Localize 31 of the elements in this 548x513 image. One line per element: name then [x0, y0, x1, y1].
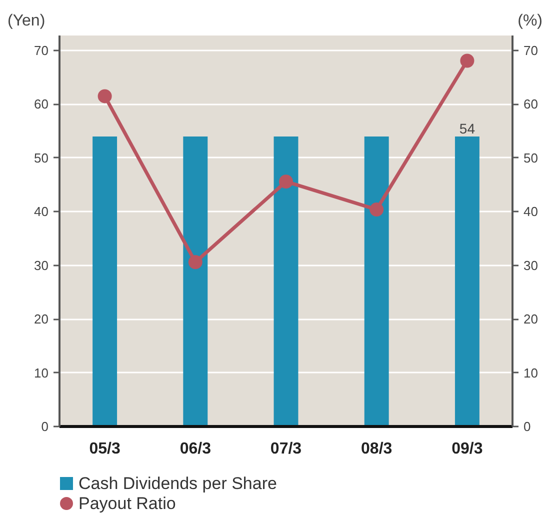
- x-tick-label: 05/3: [89, 440, 120, 458]
- x-tick-label: 06/3: [180, 440, 212, 458]
- y-tick-label: 10: [34, 365, 49, 380]
- point: [460, 54, 474, 68]
- y-tick-label: 0: [41, 419, 49, 434]
- y-tick-label: 70: [34, 43, 49, 58]
- y2-tick-label: 60: [524, 96, 538, 112]
- x-tick-label: 07/3: [270, 440, 302, 458]
- y2-tick-label: 40: [524, 204, 538, 220]
- y2-tick-label: 50: [524, 150, 538, 166]
- legend-label: Payout Ratio: [78, 494, 176, 513]
- y-tick-label: 20: [34, 312, 49, 327]
- y2-axis-title: (%): [518, 12, 543, 30]
- y-axis-title: (Yen): [8, 12, 46, 30]
- data-label: 54: [459, 120, 476, 136]
- y2-tick-label: 20: [524, 312, 538, 327]
- point: [279, 174, 293, 189]
- point: [98, 89, 112, 104]
- y2-tick-label: 0: [524, 419, 531, 434]
- point: [370, 202, 384, 217]
- y2-tick-label: 10: [524, 365, 538, 380]
- y-tick-label: 30: [34, 258, 49, 273]
- legend-label: Cash Dividends per Share: [78, 474, 277, 493]
- y-tick-label: 50: [34, 150, 49, 166]
- y2-tick-label: 30: [524, 258, 538, 273]
- x-tick-label: 09/3: [452, 440, 483, 458]
- point: [188, 255, 202, 270]
- y-tick-label: 40: [34, 204, 49, 220]
- y-tick-label: 60: [34, 96, 49, 112]
- y2-tick-label: 70: [524, 43, 538, 58]
- x-tick-label: 08/3: [361, 440, 392, 458]
